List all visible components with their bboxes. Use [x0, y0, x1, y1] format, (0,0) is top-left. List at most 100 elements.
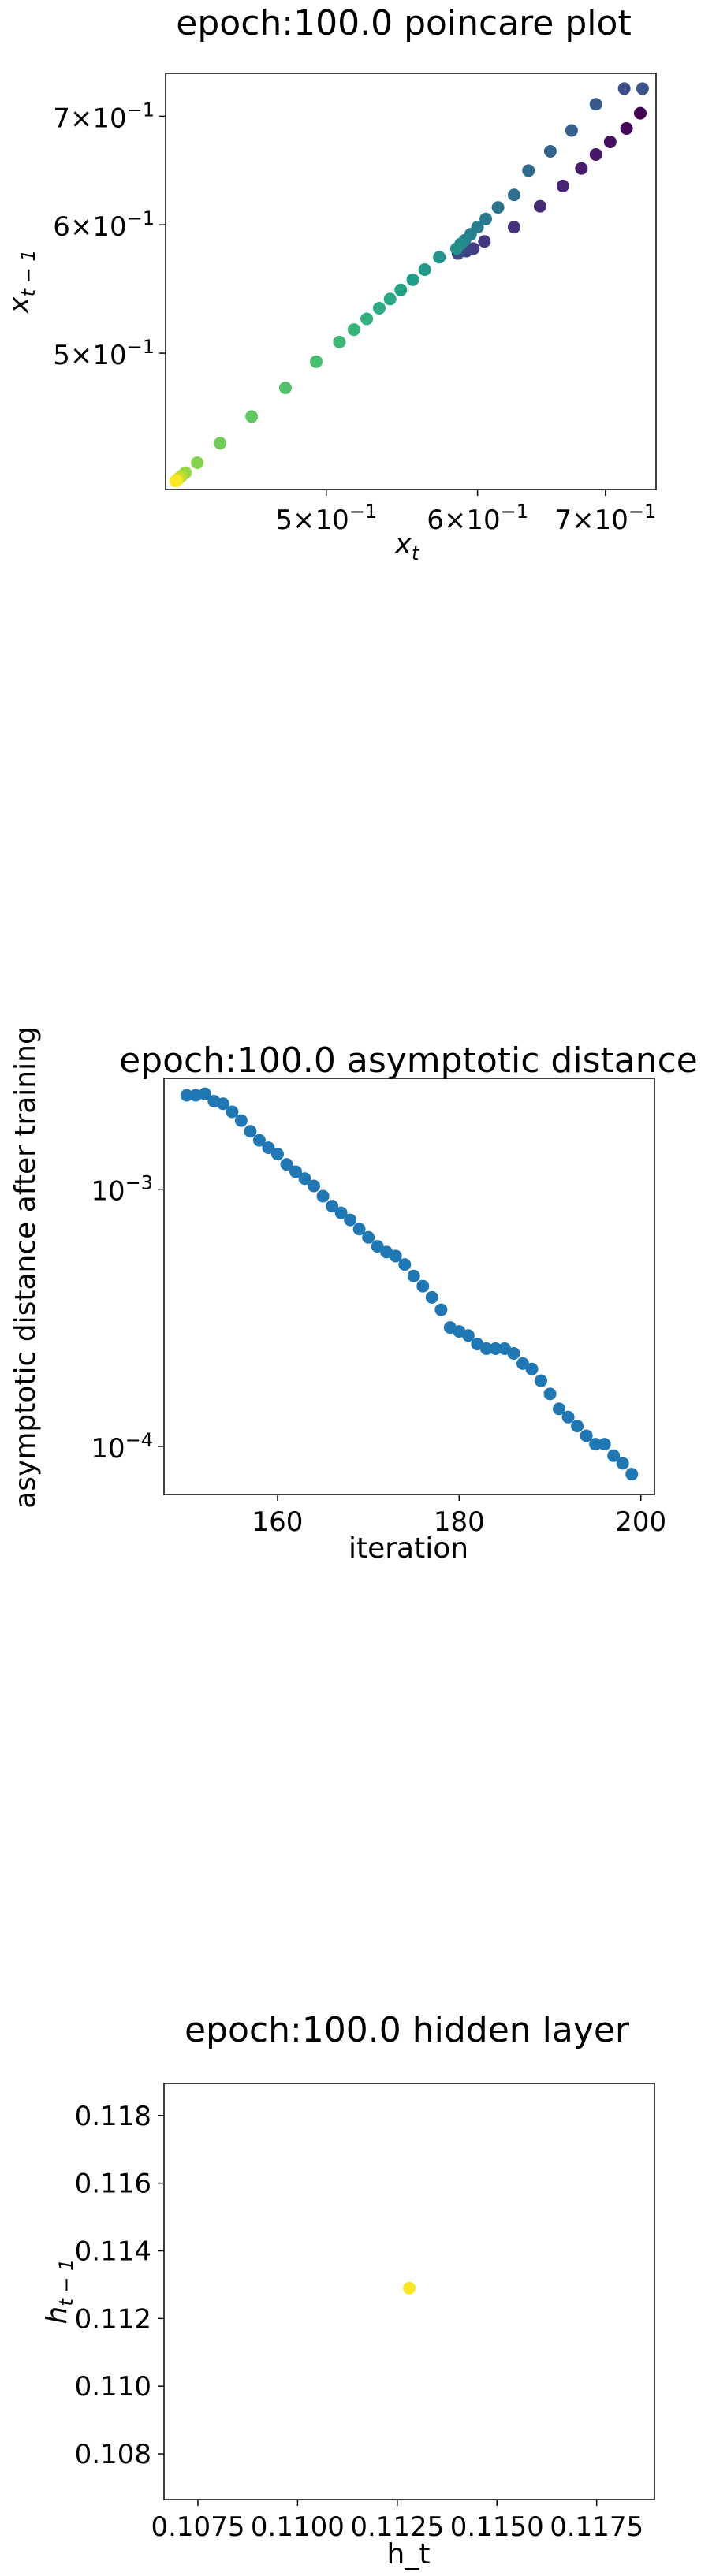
data-point	[620, 121, 633, 135]
data-point	[575, 162, 588, 175]
data-point	[308, 1179, 321, 1193]
hidden-layer-plot-frame	[163, 2083, 655, 2500]
y-tick-label: 0.116	[75, 2168, 151, 2200]
x-tick-label: 180	[434, 1506, 485, 1538]
asymptotic-y-ticks: 10−3 10−4	[91, 1172, 164, 1465]
data-point	[406, 273, 419, 286]
data-point	[270, 1148, 284, 1161]
y-tick-label: 0.112	[75, 2303, 151, 2335]
data-point	[169, 475, 182, 488]
y-tick-label: 10−4	[91, 1429, 153, 1465]
data-point	[617, 82, 631, 95]
y-tick-label: 10−3	[91, 1172, 153, 1208]
asymptotic-points	[180, 1087, 639, 1481]
data-point	[433, 251, 446, 264]
data-point	[478, 235, 491, 248]
data-point	[360, 312, 374, 326]
data-point	[625, 1468, 639, 1481]
data-point	[543, 1387, 557, 1401]
x-tick-label: 0.1125	[350, 2511, 444, 2543]
hidden-layer-y-ticks: 0.108 0.110 0.112 0.114 0.116 0.118	[75, 2101, 164, 2470]
data-point	[565, 124, 578, 137]
data-point	[214, 437, 227, 450]
data-point	[479, 1342, 493, 1355]
data-point	[407, 1269, 420, 1282]
data-point	[245, 410, 259, 423]
data-point	[571, 1420, 584, 1433]
y-tick-label: 7×10−1	[53, 99, 155, 134]
data-point	[418, 263, 431, 277]
data-point	[326, 1200, 339, 1213]
data-point	[603, 135, 617, 148]
data-point	[372, 301, 386, 315]
data-point	[507, 221, 520, 234]
data-point	[344, 1213, 357, 1227]
data-point	[398, 1258, 412, 1271]
x-tick-label: 0.1150	[450, 2511, 544, 2543]
data-point	[371, 1240, 384, 1253]
data-point	[589, 98, 602, 111]
y-tick-label: 0.110	[75, 2371, 151, 2403]
asymptotic-plot-frame	[163, 1078, 655, 1495]
data-point	[489, 1342, 502, 1355]
x-tick-label: 7×10−1	[554, 501, 656, 536]
data-point	[198, 1087, 211, 1100]
data-point	[607, 1449, 621, 1462]
x-tick-label: 0.1100	[251, 2511, 345, 2543]
data-point	[598, 1438, 611, 1451]
y-tick-label: 5×10−1	[53, 336, 155, 371]
hidden-layer-title: epoch:100.0 hidden layer	[185, 2010, 630, 2050]
data-point	[280, 1158, 293, 1171]
data-point	[479, 212, 493, 225]
data-point	[403, 2281, 416, 2295]
asymptotic-chart: epoch:100.0 asymptotic distance 160 180 20…	[9, 1026, 698, 1565]
data-point	[333, 335, 346, 348]
x-tick-label: 200	[615, 1506, 666, 1538]
data-point	[289, 1165, 303, 1178]
x-tick-label: 160	[252, 1506, 304, 1538]
poincare-points	[169, 82, 649, 488]
data-point	[234, 1114, 248, 1127]
data-point	[262, 1141, 275, 1155]
hidden-layer-chart: epoch:100.0 hidden layer 0.1075 0.1100 0.1…	[41, 2010, 655, 2570]
hidden-layer-x-ticks: 0.1075 0.1100 0.1125 0.1150 0.1175	[151, 2500, 643, 2543]
data-point	[616, 1457, 629, 1470]
data-point	[316, 1189, 330, 1203]
y-tick-label: 0.118	[75, 2101, 151, 2132]
asymptotic-x-label: iteration	[349, 1532, 468, 1565]
hidden-layer-y-label: ht − 1	[41, 2259, 77, 2325]
poincare-title: epoch:100.0 poincare plot	[176, 3, 631, 43]
data-point	[310, 355, 323, 368]
asymptotic-y-label: asymptotic distance after training	[9, 1026, 42, 1509]
data-point	[543, 144, 557, 158]
y-tick-label: 0.114	[75, 2235, 151, 2267]
data-point	[507, 188, 520, 202]
data-point	[589, 147, 602, 161]
x-tick-label: 0.1075	[151, 2511, 244, 2543]
data-point	[298, 1172, 311, 1186]
data-point	[507, 1346, 520, 1360]
data-point	[535, 1374, 548, 1387]
data-point	[556, 179, 569, 192]
data-point	[491, 201, 505, 214]
poincare-chart: epoch:100.0 poincare plot 5×10−1 6×10−1 7×…	[3, 3, 657, 564]
data-point	[525, 1362, 539, 1375]
data-point	[634, 106, 647, 120]
asymptotic-x-ticks: 160 180 200	[252, 1495, 666, 1538]
data-point	[425, 1290, 438, 1304]
data-point	[226, 1105, 239, 1119]
data-point	[362, 1230, 375, 1244]
data-point	[278, 382, 292, 395]
poincare-x-ticks: 5×10−1 6×10−1 7×10−1	[275, 490, 656, 536]
x-tick-label: 6×10−1	[427, 501, 528, 536]
poincare-plot-frame	[165, 73, 657, 490]
x-tick-label: 5×10−1	[275, 501, 377, 536]
data-point	[180, 1089, 193, 1102]
poincare-x-label: xt	[394, 528, 420, 564]
data-point	[394, 283, 408, 296]
hidden-layer-points	[403, 2281, 416, 2295]
data-point	[191, 456, 204, 469]
data-point	[383, 292, 397, 306]
data-point	[352, 1223, 366, 1236]
